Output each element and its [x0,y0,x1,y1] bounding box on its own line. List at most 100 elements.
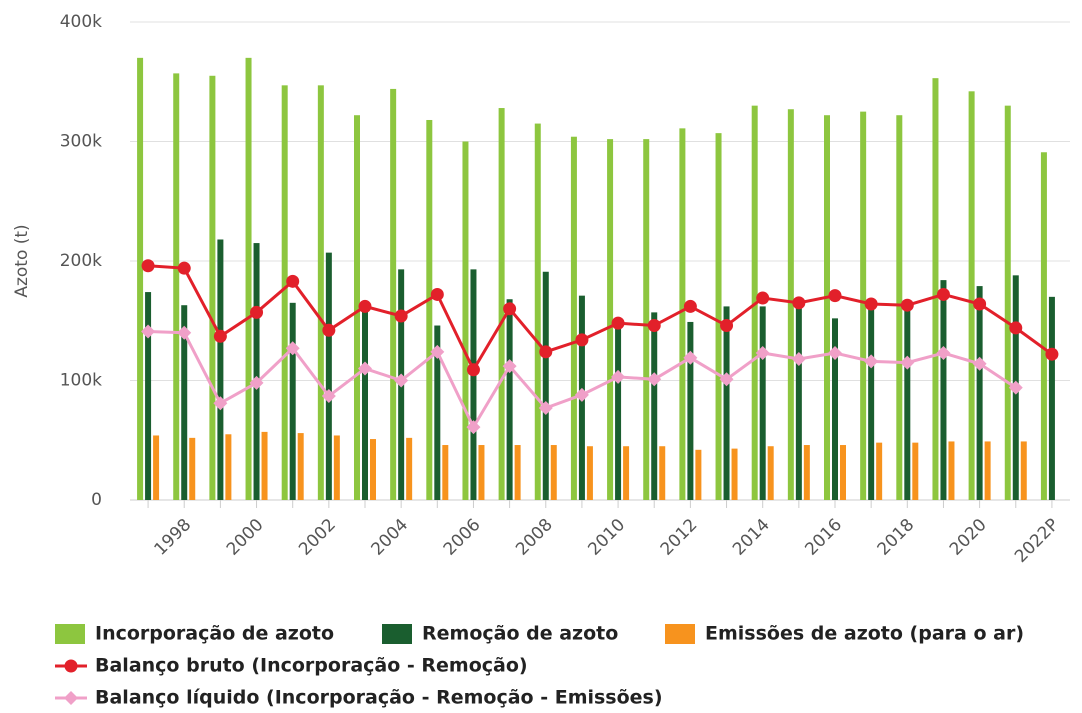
marker [647,319,661,333]
legend-swatch [55,624,85,644]
marker [141,259,155,273]
marker [972,356,987,371]
bar [731,448,738,500]
marker [141,324,156,339]
x-tick-label: 2014 [729,515,774,560]
bar [984,441,991,500]
marker [755,346,770,361]
marker [574,387,589,402]
y-tick-label: 400k [60,12,102,32]
x-tick-label: 2006 [440,515,485,560]
bar [687,321,694,500]
bar [225,434,232,500]
bar [442,445,449,500]
marker [430,287,444,301]
bar [715,133,722,500]
marker [538,400,553,415]
marker [321,389,336,404]
y-axis-label: Azoto (t) [12,224,32,297]
legend-label: Remoção de azoto [422,623,618,645]
bar [1040,152,1047,500]
legend-marker [64,691,78,705]
marker [683,299,697,313]
bar [550,445,557,500]
bar [317,85,324,501]
bar [723,306,730,500]
x-tick-label: 2012 [657,515,702,560]
bar [868,302,875,500]
y-tick-label: 200k [60,251,102,271]
bar [245,57,252,500]
bar [153,435,160,500]
marker [358,299,372,313]
bar [542,271,549,500]
legend-marker [64,659,78,673]
marker [394,373,409,388]
marker [611,316,625,330]
bar [968,91,975,500]
bar [253,243,260,500]
bar [832,318,838,500]
marker [683,350,698,365]
bar [297,433,304,500]
x-tick-label: 2008 [512,515,557,560]
x-tick-label: 2004 [367,515,412,560]
marker [250,305,264,319]
marker [503,302,517,316]
marker [828,289,842,303]
bar [586,446,593,500]
bar [514,445,521,500]
marker [900,298,914,312]
bar [325,252,332,500]
x-tick-label: 2002 [295,515,340,560]
x-tick-label: 2022P [1011,515,1063,567]
bar [659,446,666,500]
bar [860,111,867,500]
legend-swatch [382,624,412,644]
bar [534,123,541,500]
bar [932,78,939,500]
marker [213,329,227,343]
legend-label: Incorporação de azoto [95,623,334,645]
marker [285,341,300,356]
bar [759,306,766,500]
bar [976,286,983,500]
bar [643,139,650,501]
bar [434,325,441,500]
marker [286,274,300,288]
marker [575,333,589,347]
marker [611,369,626,384]
bar [948,441,955,500]
marker [1008,380,1023,395]
y-tick-label: 100k [60,371,102,391]
bar [1048,296,1055,500]
bar [289,302,296,500]
marker [177,325,192,340]
x-tick-label: 2010 [584,515,629,560]
bar [940,280,947,500]
legend-swatch [665,624,695,644]
marker [1009,321,1023,335]
marker [358,361,372,376]
bar [615,323,622,500]
x-tick-label: 2000 [223,515,268,560]
marker [791,351,806,366]
marker [249,375,264,390]
marker [394,309,408,323]
bar [370,439,376,500]
bar [470,269,477,500]
legend-label: Balanço bruto (Incorporação - Remoção) [95,655,528,677]
bar [679,128,686,501]
bar [912,442,919,500]
bar [623,446,630,500]
marker [466,363,480,377]
y-tick-label: 300k [60,132,102,152]
marker [936,346,951,361]
bar [478,445,485,500]
bar [824,115,830,501]
bar [173,73,180,500]
bar [406,437,413,500]
bar [896,115,903,501]
bar [181,305,188,500]
